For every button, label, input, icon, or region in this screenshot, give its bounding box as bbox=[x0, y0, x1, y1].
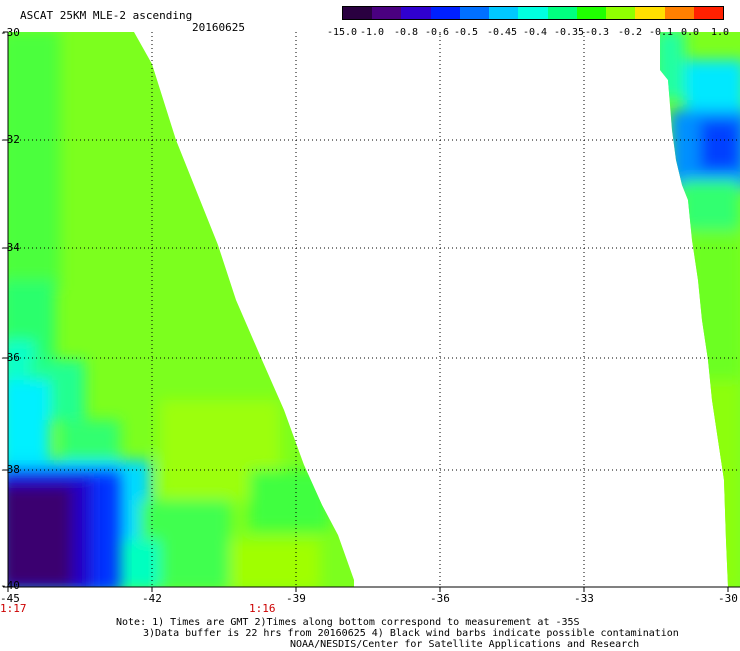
left-swath bbox=[8, 32, 354, 587]
legend-label: -0.6 bbox=[424, 27, 450, 38]
legend-label: -0.3 bbox=[584, 27, 610, 38]
legend-label: -1.0 bbox=[359, 27, 385, 38]
legend-label: -0.5 bbox=[453, 27, 479, 38]
lon-label: -42 bbox=[142, 592, 162, 605]
note-line-2: 3)Data buffer is 22 hrs from 20160625 4)… bbox=[143, 628, 679, 639]
map-date: 20160625 bbox=[192, 21, 245, 34]
legend-label: -0.35 bbox=[553, 27, 585, 38]
legend-label: -0.1 bbox=[648, 27, 674, 38]
lat-label: -36 bbox=[0, 351, 20, 364]
lon-label: -33 bbox=[574, 592, 594, 605]
legend-swatch bbox=[576, 7, 607, 19]
legend-label: -0.8 bbox=[393, 27, 419, 38]
legend-swatch bbox=[489, 7, 519, 19]
legend-label: -0.2 bbox=[617, 27, 643, 38]
legend-swatch bbox=[430, 7, 460, 19]
lat-label: -30 bbox=[0, 26, 20, 39]
lat-label: -34 bbox=[0, 241, 20, 254]
legend-label: -15.0 bbox=[326, 27, 358, 38]
legend-swatch bbox=[459, 7, 490, 19]
legend-swatch bbox=[664, 7, 694, 19]
lat-label: -40 bbox=[0, 579, 20, 592]
lat-label: -38 bbox=[0, 463, 20, 476]
lon-label: -45 bbox=[0, 592, 20, 605]
color-scale-bar bbox=[342, 6, 724, 20]
lon-label: -39 bbox=[286, 592, 306, 605]
time-label: 1:16 bbox=[249, 602, 276, 615]
lat-label: -32 bbox=[0, 133, 20, 146]
note-line-1: Note: 1) Times are GMT 2)Times along bot… bbox=[116, 617, 580, 628]
legend-label: -0.45 bbox=[486, 27, 518, 38]
lon-label: -36 bbox=[430, 592, 450, 605]
legend-swatch bbox=[547, 7, 577, 19]
legend-swatch bbox=[372, 7, 402, 19]
note-line-3: NOAA/NESDIS/Center for Satellite Applica… bbox=[290, 639, 640, 650]
tick-marks bbox=[3, 31, 729, 592]
plot-frame bbox=[7, 32, 740, 588]
lon-label: -30 bbox=[718, 592, 738, 605]
legend-swatch bbox=[343, 7, 373, 19]
legend-label: 0.0 bbox=[680, 27, 700, 38]
legend-swatch bbox=[693, 7, 724, 19]
legend-swatch bbox=[401, 7, 431, 19]
legend-label: -0.4 bbox=[522, 27, 548, 38]
legend-swatch bbox=[518, 7, 548, 19]
legend-label: 1.0 bbox=[710, 27, 730, 38]
grid-lines bbox=[8, 32, 740, 587]
right-swath bbox=[660, 32, 740, 587]
legend-swatch bbox=[606, 7, 636, 19]
legend-swatch bbox=[635, 7, 665, 19]
time-label: 1:17 bbox=[0, 602, 27, 615]
map-title: ASCAT 25KM MLE-2 ascending bbox=[20, 9, 193, 22]
